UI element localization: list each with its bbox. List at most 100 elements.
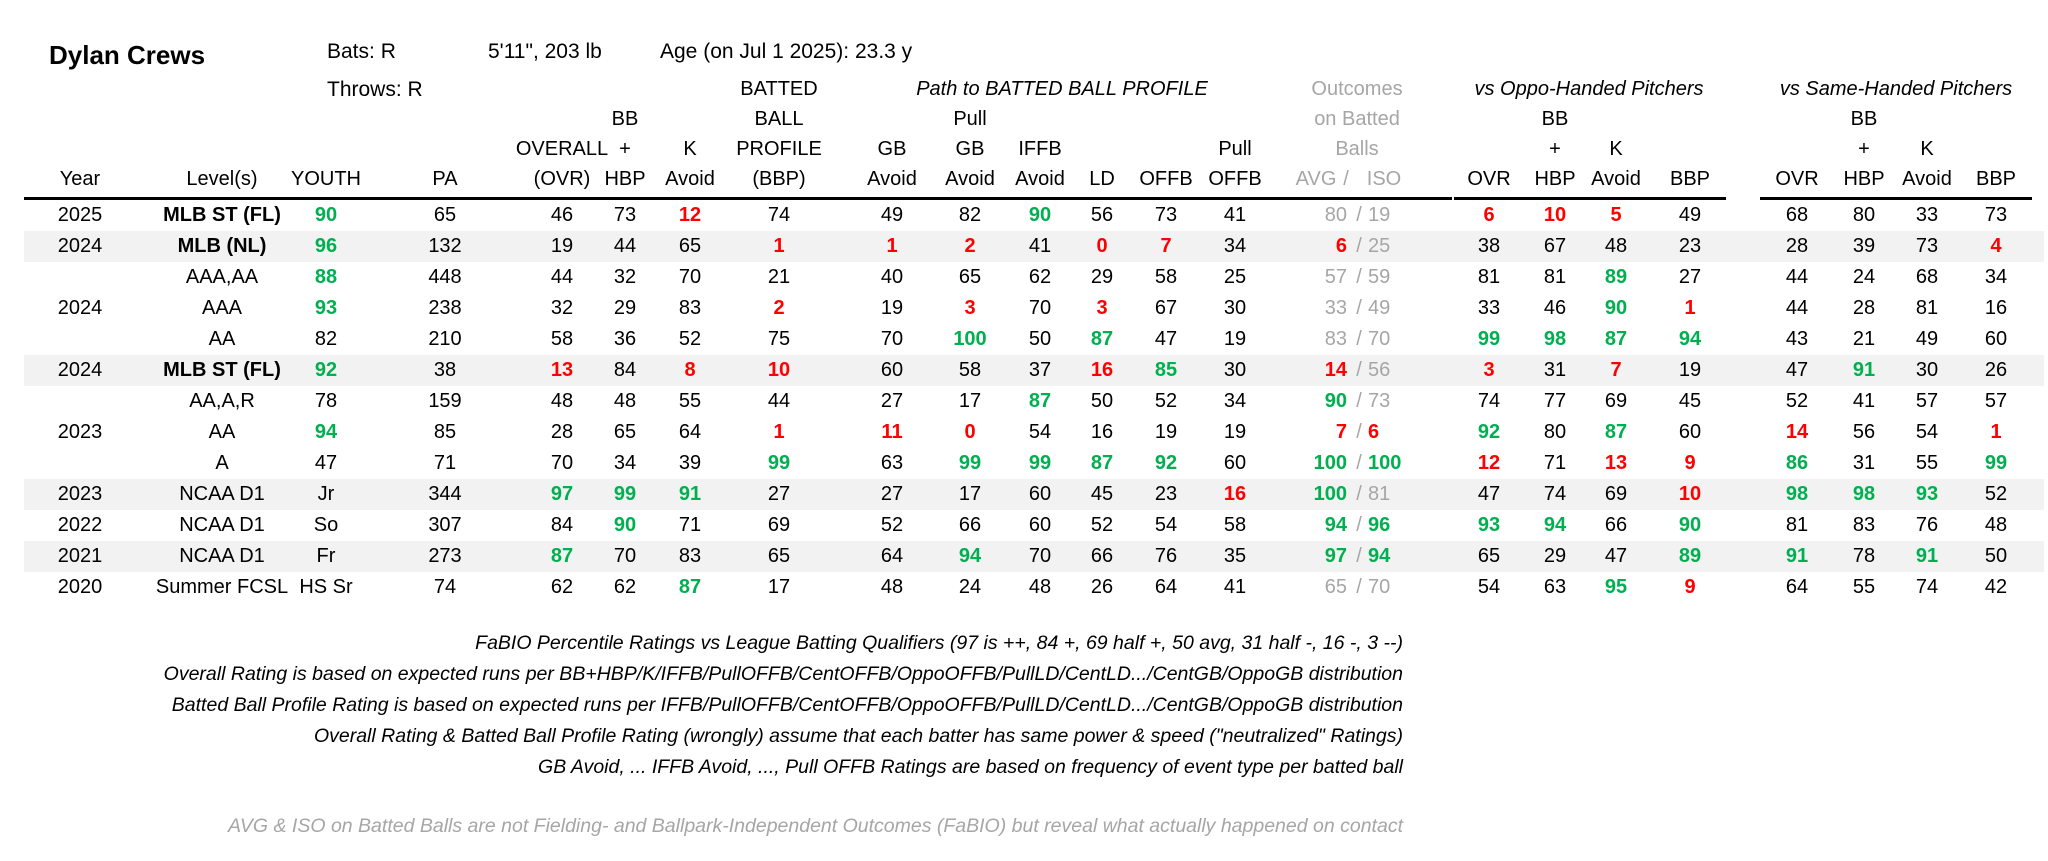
note-line: Batted Ball Profile Rating is based on e…	[171, 694, 1403, 716]
cell-same-bbp: 16	[1984, 297, 2008, 319]
cell-separator: /	[1356, 266, 1362, 288]
cell-pull-offb: 19	[1223, 328, 1247, 350]
column-header-avg: AVG	[1295, 168, 1337, 190]
cell-bbp: 1	[773, 235, 785, 257]
cell-bbp: 21	[767, 266, 791, 288]
column-header-offb: OFFB	[1139, 168, 1193, 190]
cell-bb-hbp: 99	[613, 483, 637, 505]
group-header-oppo: vs Oppo-Handed Pitchers	[1474, 78, 1704, 100]
cell-same-k-avoid: 30	[1915, 359, 1939, 381]
cell-bbp: 44	[767, 390, 791, 412]
cell-same-ovr: 52	[1785, 390, 1809, 412]
cell-pull-gb-avoid: 24	[958, 576, 982, 598]
cell-level: AA	[208, 421, 236, 443]
cell-bb-hbp: 36	[613, 328, 637, 350]
cell-pull-gb-avoid: 65	[958, 266, 982, 288]
cell-same-bb-hbp: 91	[1852, 359, 1876, 381]
column-header-sep: /	[1343, 168, 1349, 190]
cell-gb-avoid: 60	[880, 359, 904, 381]
cell-oppo-k-avoid: 7	[1610, 359, 1622, 381]
cell-pull-offb: 30	[1223, 359, 1247, 381]
column-header-same-k-avoid: Avoid	[1902, 168, 1952, 190]
cell-oppo-bbp: 60	[1678, 421, 1702, 443]
cell-bb-hbp: 48	[613, 390, 637, 412]
cell-oppo-bb-hbp: 80	[1543, 421, 1567, 443]
cell-pull-gb-avoid: 94	[958, 545, 982, 567]
column-header-gb-avoid: Avoid	[867, 168, 917, 190]
cell-iso: 81	[1368, 483, 1391, 505]
cell-oppo-ovr: 12	[1477, 452, 1501, 474]
cell-pull-gb-avoid: 66	[958, 514, 982, 536]
cell-overall: 28	[550, 421, 574, 443]
cell-oppo-bb-hbp: 98	[1543, 328, 1567, 350]
cell-same-k-avoid: 54	[1915, 421, 1939, 443]
group-header-path: Path to BATTED BALL PROFILE	[916, 78, 1208, 100]
cell-avg: 65	[1324, 576, 1347, 598]
cell-iffb-avoid: 70	[1028, 545, 1052, 567]
cell-pull-offb: 35	[1223, 545, 1247, 567]
cell-level: MLB (NL)	[177, 235, 267, 257]
column-header-bb-hbp: BB	[611, 108, 639, 130]
cell-same-bb-hbp: 21	[1852, 328, 1876, 350]
table-row: A 47 71 70 34 39 99 63 99 99 87 92 60 100 / 100 12 71 13 9 8…	[24, 448, 2044, 479]
table-row: 2024 MLB ST (FL) 92 38 13 84 8 10 60 58 37 16 85 30 14…	[24, 355, 2044, 386]
cell-same-bb-hbp: 56	[1852, 421, 1876, 443]
age-label: Age (on Jul 1 2025): 23.3 y	[660, 40, 913, 63]
cell-iffb-avoid: 90	[1028, 204, 1052, 226]
cell-oppo-bb-hbp: 63	[1543, 576, 1567, 598]
cell-k-avoid: 8	[684, 359, 696, 381]
cell-same-k-avoid: 33	[1915, 204, 1939, 226]
cell-same-k-avoid: 91	[1915, 545, 1939, 567]
cell-pull-offb: 25	[1223, 266, 1247, 288]
cell-same-ovr: 81	[1785, 514, 1809, 536]
cell-oppo-bb-hbp: 74	[1543, 483, 1567, 505]
column-header-bbp: BALL	[754, 108, 804, 130]
cell-oppo-ovr: 65	[1477, 545, 1501, 567]
cell-offb: 47	[1154, 328, 1178, 350]
header-rule-same	[1760, 197, 2032, 200]
cell-year: 2024	[57, 235, 103, 257]
cell-bbp: 27	[767, 483, 791, 505]
cell-oppo-ovr: 99	[1477, 328, 1501, 350]
group-header-outcomes: Outcomes	[1311, 78, 1403, 100]
cell-ld: 87	[1090, 452, 1114, 474]
cell-gb-avoid: 70	[880, 328, 904, 350]
cell-same-bb-hbp: 24	[1852, 266, 1876, 288]
cell-year: 2025	[57, 204, 103, 226]
cell-separator: /	[1356, 235, 1362, 257]
disclaimer-note: AVG & ISO on Batted Balls are not Fieldi…	[227, 815, 1403, 837]
column-header-same-bb-hbp: +	[1858, 138, 1870, 160]
cell-pa: 448	[428, 266, 462, 288]
cell-overall: 87	[550, 545, 574, 567]
table-row: 2024 AAA 93 238 32 29 83 2 19 3 70 3 67 30 33 / 49 33 46 90…	[24, 293, 2044, 324]
cell-bb-hbp: 84	[613, 359, 637, 381]
cell-oppo-k-avoid: 87	[1604, 328, 1628, 350]
cell-pull-offb: 16	[1223, 483, 1247, 505]
cell-overall: 84	[550, 514, 574, 536]
cell-avg: 57	[1324, 266, 1347, 288]
cell-bbp: 74	[767, 204, 791, 226]
cell-oppo-k-avoid: 69	[1604, 483, 1628, 505]
player-name: Dylan Crews	[49, 40, 206, 70]
cell-oppo-bbp: 49	[1678, 204, 1702, 226]
column-header-same-bb-hbp: HBP	[1843, 168, 1885, 190]
table-row: 2021 NCAA D1 Fr 273 87 70 83 65 64 94 70 66 76 35 97 / 9…	[24, 541, 2044, 572]
cell-offb: 19	[1154, 421, 1178, 443]
cell-pull-gb-avoid: 2	[964, 235, 976, 257]
cell-avg: 33	[1324, 297, 1347, 319]
cell-year: 2021	[57, 545, 103, 567]
group-header-outcomes: Balls	[1335, 138, 1379, 160]
cell-same-ovr: 68	[1785, 204, 1809, 226]
cell-same-ovr: 43	[1785, 328, 1809, 350]
cell-k-avoid: 55	[678, 390, 702, 412]
cell-oppo-ovr: 74	[1477, 390, 1501, 412]
cell-same-bbp: 73	[1984, 204, 2008, 226]
cell-separator: /	[1356, 452, 1362, 474]
cell-iso: 96	[1368, 514, 1391, 536]
table-row: 2023 AA 94 85 28 65 64 1 11 0 54 16 19 19 7/6 92 80 87 60 1…	[24, 417, 2044, 448]
cell-same-bbp: 52	[1984, 483, 2008, 505]
cell-youth: 82	[314, 328, 338, 350]
cell-k-avoid: 65	[678, 235, 702, 257]
cell-level: Summer FCSL	[155, 576, 289, 598]
cell-same-k-avoid: 68	[1915, 266, 1939, 288]
